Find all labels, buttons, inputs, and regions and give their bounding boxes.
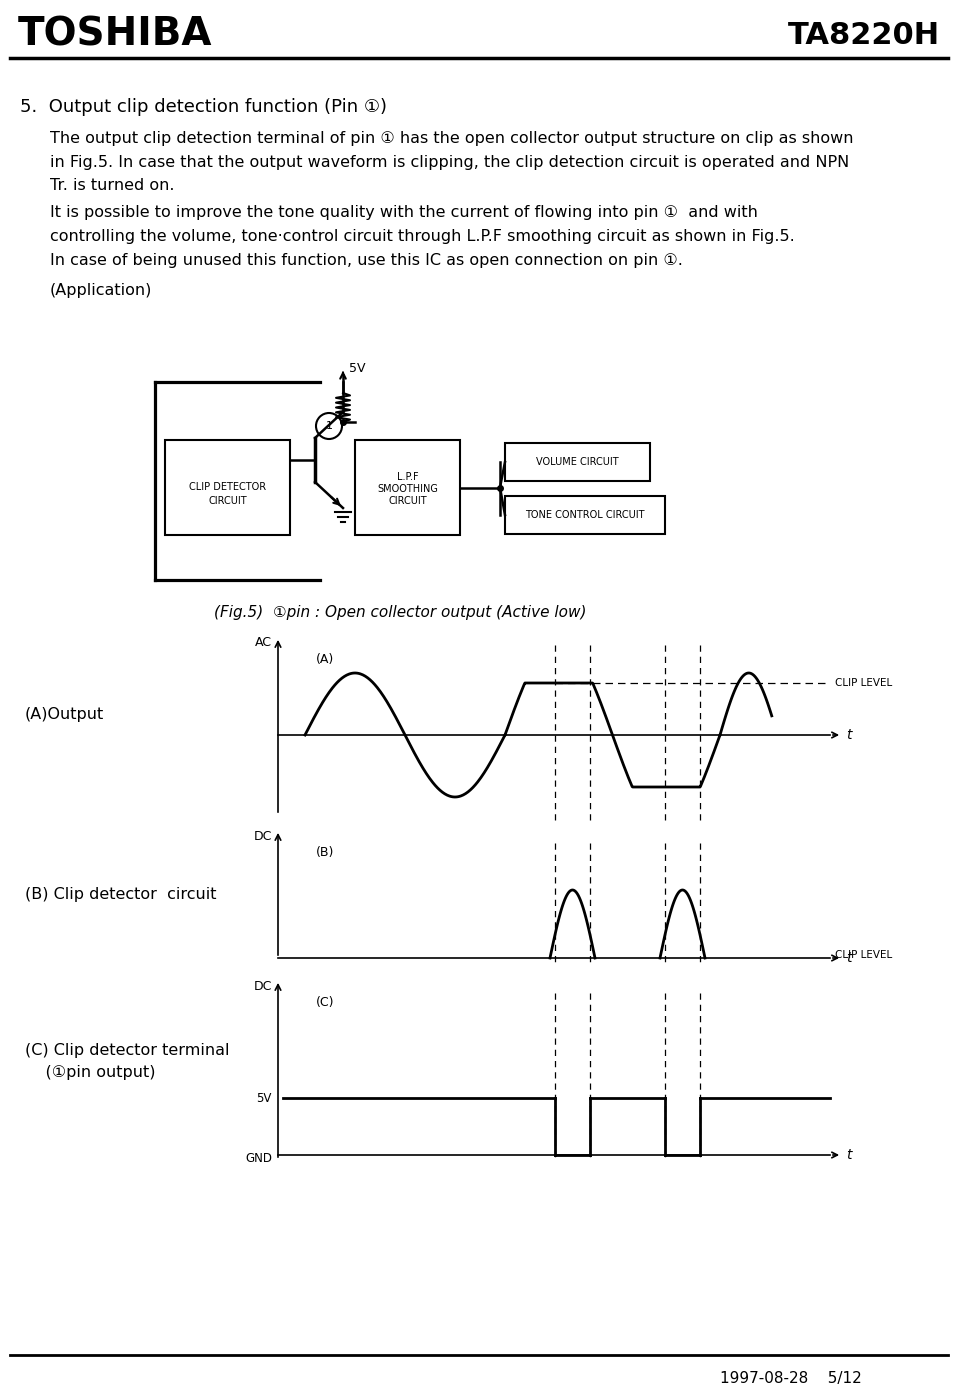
Text: (A): (A) (316, 653, 334, 666)
Text: controlling the volume, tone·control circuit through L.P.F smoothing circuit as : controlling the volume, tone·control cir… (50, 228, 795, 243)
Text: 1997-08-28    5/12: 1997-08-28 5/12 (720, 1371, 862, 1385)
Text: VOLUME CIRCUIT: VOLUME CIRCUIT (536, 457, 619, 467)
Text: (A)Output: (A)Output (25, 708, 104, 722)
Text: t: t (846, 951, 852, 965)
Text: In case of being unused this function, use this IC as open connection on pin ①.: In case of being unused this function, u… (50, 252, 683, 267)
Bar (505, 497, 665, 534)
Bar (355, 441, 460, 534)
Text: AC: AC (255, 637, 272, 649)
Text: in Fig.5. In case that the output waveform is clipping, the clip detection circu: in Fig.5. In case that the output wavefo… (50, 154, 849, 169)
Text: (Fig.5)  ①pin : Open collector output (Active low): (Fig.5) ①pin : Open collector output (Ac… (214, 604, 586, 620)
Text: TA8220H: TA8220H (787, 21, 940, 49)
Text: DC: DC (254, 979, 272, 992)
Text: (Application): (Application) (50, 283, 152, 298)
Text: 5V: 5V (257, 1091, 272, 1104)
Text: Tr. is turned on.: Tr. is turned on. (50, 179, 174, 193)
Text: (①pin output): (①pin output) (25, 1066, 155, 1080)
Text: 5.  Output clip detection function (Pin ①): 5. Output clip detection function (Pin ①… (20, 98, 387, 116)
Text: GND: GND (245, 1153, 272, 1165)
Bar (165, 441, 290, 534)
Text: CLIP LEVEL: CLIP LEVEL (835, 950, 892, 960)
Text: The output clip detection terminal of pin ① has the open collector output struct: The output clip detection terminal of pi… (50, 130, 854, 145)
Text: (C) Clip detector terminal: (C) Clip detector terminal (25, 1042, 230, 1058)
Text: (C): (C) (316, 996, 334, 1009)
Circle shape (316, 413, 342, 439)
Text: CIRCUIT: CIRCUIT (208, 495, 247, 505)
Text: DC: DC (254, 830, 272, 842)
Text: L.P.F: L.P.F (397, 473, 419, 483)
Text: t: t (846, 727, 852, 741)
Text: TONE CONTROL CIRCUIT: TONE CONTROL CIRCUIT (525, 511, 645, 520)
Text: (B): (B) (316, 846, 334, 859)
Text: TOSHIBA: TOSHIBA (18, 15, 213, 55)
Bar (505, 443, 650, 481)
Text: (B) Clip detector  circuit: (B) Clip detector circuit (25, 887, 217, 902)
Text: 5V: 5V (349, 361, 366, 375)
Text: CLIP LEVEL: CLIP LEVEL (835, 679, 892, 688)
Text: t: t (846, 1149, 852, 1163)
Text: CIRCUIT: CIRCUIT (388, 497, 427, 506)
Text: It is possible to improve the tone quality with the current of flowing into pin : It is possible to improve the tone quali… (50, 204, 758, 220)
Text: CLIP DETECTOR: CLIP DETECTOR (189, 483, 266, 492)
Text: SMOOTHING: SMOOTHING (377, 484, 438, 494)
Text: 1: 1 (326, 421, 332, 431)
